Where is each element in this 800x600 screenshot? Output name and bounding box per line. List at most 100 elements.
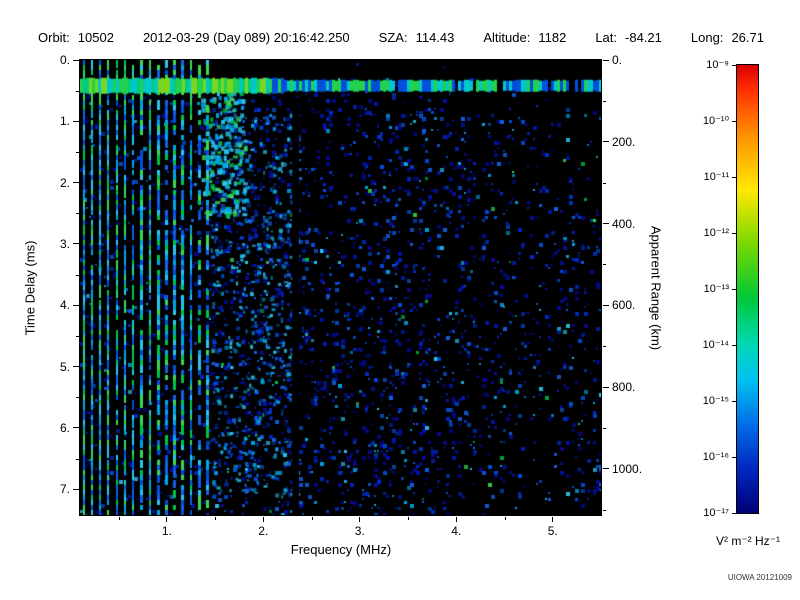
x-axis-title: Frequency (MHz) [290, 542, 392, 557]
colorbar-gradient [737, 65, 758, 513]
y-right-tick-label: 400. [612, 216, 636, 231]
x-minor-tick [311, 517, 313, 520]
y-left-tick-label: 0. [59, 53, 70, 67]
altitude-field: Altitude: 1182 [483, 30, 566, 45]
y-axis-title-left: Time Delay (ms) [22, 240, 38, 336]
x-minor-tick [504, 517, 506, 520]
colorbar-tick-label: 10⁻⁹ [706, 59, 729, 71]
y-right-tick [603, 59, 609, 61]
x-tick [359, 517, 361, 522]
y-left-minor-tick [76, 90, 79, 92]
y-right-tick-label: 200. [612, 134, 636, 149]
y-left-minor-tick [76, 151, 79, 153]
y-left-tick [73, 120, 79, 122]
y-left-minor-tick [76, 213, 79, 215]
header-info: Orbit: 10502 2012-03-29 (Day 089) 20:16:4… [38, 30, 764, 45]
y-right-tick [603, 304, 609, 306]
y-right-minor-tick [603, 264, 606, 266]
y-right-tick [603, 223, 609, 225]
y-left-tick-label: 4. [59, 298, 70, 313]
lat-field: Lat: -84.21 [595, 30, 662, 45]
x-tick-label: 5. [547, 524, 558, 538]
colorbar-tick [732, 64, 736, 66]
y-left-minor-tick [76, 335, 79, 337]
x-tick [166, 517, 168, 522]
y-left-tick-label: 2. [59, 175, 70, 190]
colorbar-tick-label: 10⁻¹⁵ [702, 395, 729, 407]
y-left-tick [73, 366, 79, 368]
y-left-tick-label: 1. [59, 114, 70, 129]
x-tick-label: 3. [354, 524, 365, 538]
x-tick-label: 2. [258, 524, 269, 538]
long-field: Long: 26.71 [691, 30, 764, 45]
colorbar-tick-label: 10⁻¹³ [703, 283, 729, 295]
colorbar-tick [732, 120, 736, 122]
spectrogram-canvas [80, 60, 601, 515]
y-right-tick-label: 800. [612, 380, 636, 395]
lat-value: -84.21 [625, 30, 662, 45]
x-minor-tick [215, 517, 217, 520]
x-tick [455, 517, 457, 522]
y-left-tick-label: 7. [59, 482, 70, 497]
y-left-tick-label: 3. [59, 236, 70, 251]
y-left-tick [73, 59, 79, 61]
y-right-tick [603, 141, 609, 143]
long-label: Long: [690, 30, 724, 45]
x-minor-tick [408, 517, 410, 520]
y-right-tick [603, 468, 609, 470]
orbit-value: 10502 [77, 30, 114, 45]
orbit-field: Orbit: 10502 [38, 30, 114, 45]
credit-text: UIOWA 20121009 [727, 573, 792, 582]
orbit-label: Orbit: [38, 30, 70, 45]
colorbar-tick [732, 512, 736, 514]
colorbar-tick [732, 344, 736, 346]
y-left-tick-label: 5. [59, 359, 70, 374]
datetime-text: 2012-03-29 (Day 089) 20:16:42.250 [142, 30, 350, 45]
y-right-minor-tick [603, 182, 606, 184]
spectrogram-plot [79, 59, 602, 516]
colorbar-tick [732, 176, 736, 178]
y-left-minor-tick [76, 397, 79, 399]
colorbar-tick-label: 10⁻¹² [703, 227, 729, 239]
colorbar-tick-label: 10⁻¹⁴ [702, 339, 729, 351]
y-right-minor-tick [603, 100, 606, 102]
sza-label: SZA: [378, 30, 408, 45]
colorbar-tick-label: 10⁻¹⁰ [702, 115, 729, 127]
y-right-tick-label: 600. [612, 298, 636, 313]
colorbar-tick [732, 288, 736, 290]
y-left-tick-label: 6. [59, 420, 70, 435]
colorbar-tick-label: 10⁻¹⁶ [702, 451, 729, 463]
y-right-tick-label: 0. [612, 53, 623, 67]
y-axis-title-right: Apparent Range (km) [648, 225, 664, 351]
y-right-minor-tick [603, 427, 606, 429]
sza-value: 114.43 [415, 30, 455, 45]
y-left-tick [73, 304, 79, 306]
y-left-tick [73, 243, 79, 245]
y-left-minor-tick [76, 274, 79, 276]
colorbar [736, 64, 759, 514]
y-right-minor-tick [603, 346, 606, 348]
y-left-tick [73, 427, 79, 429]
x-tick-label: 4. [451, 524, 462, 538]
y-right-minor-tick [603, 509, 606, 511]
colorbar-tick [732, 400, 736, 402]
colorbar-tick [732, 456, 736, 458]
x-minor-tick [118, 517, 120, 520]
y-left-minor-tick [76, 458, 79, 460]
x-tick [262, 517, 264, 522]
x-tick-label: 1. [161, 524, 172, 538]
colorbar-tick [732, 232, 736, 234]
y-left-tick [73, 182, 79, 184]
lat-label: Lat: [595, 30, 618, 45]
long-value: 26.71 [731, 30, 764, 45]
x-tick [552, 517, 554, 522]
altitude-value: 1182 [538, 30, 567, 45]
colorbar-tick-label: 10⁻¹¹ [703, 171, 729, 183]
y-left-tick [73, 488, 79, 490]
altitude-label: Altitude: [483, 30, 531, 45]
colorbar-unit-label: V² m⁻² Hz⁻¹ [716, 534, 780, 548]
y-right-tick [603, 386, 609, 388]
colorbar-tick-label: 10⁻¹⁷ [703, 507, 729, 519]
y-right-tick-label: 1000. [612, 461, 643, 476]
